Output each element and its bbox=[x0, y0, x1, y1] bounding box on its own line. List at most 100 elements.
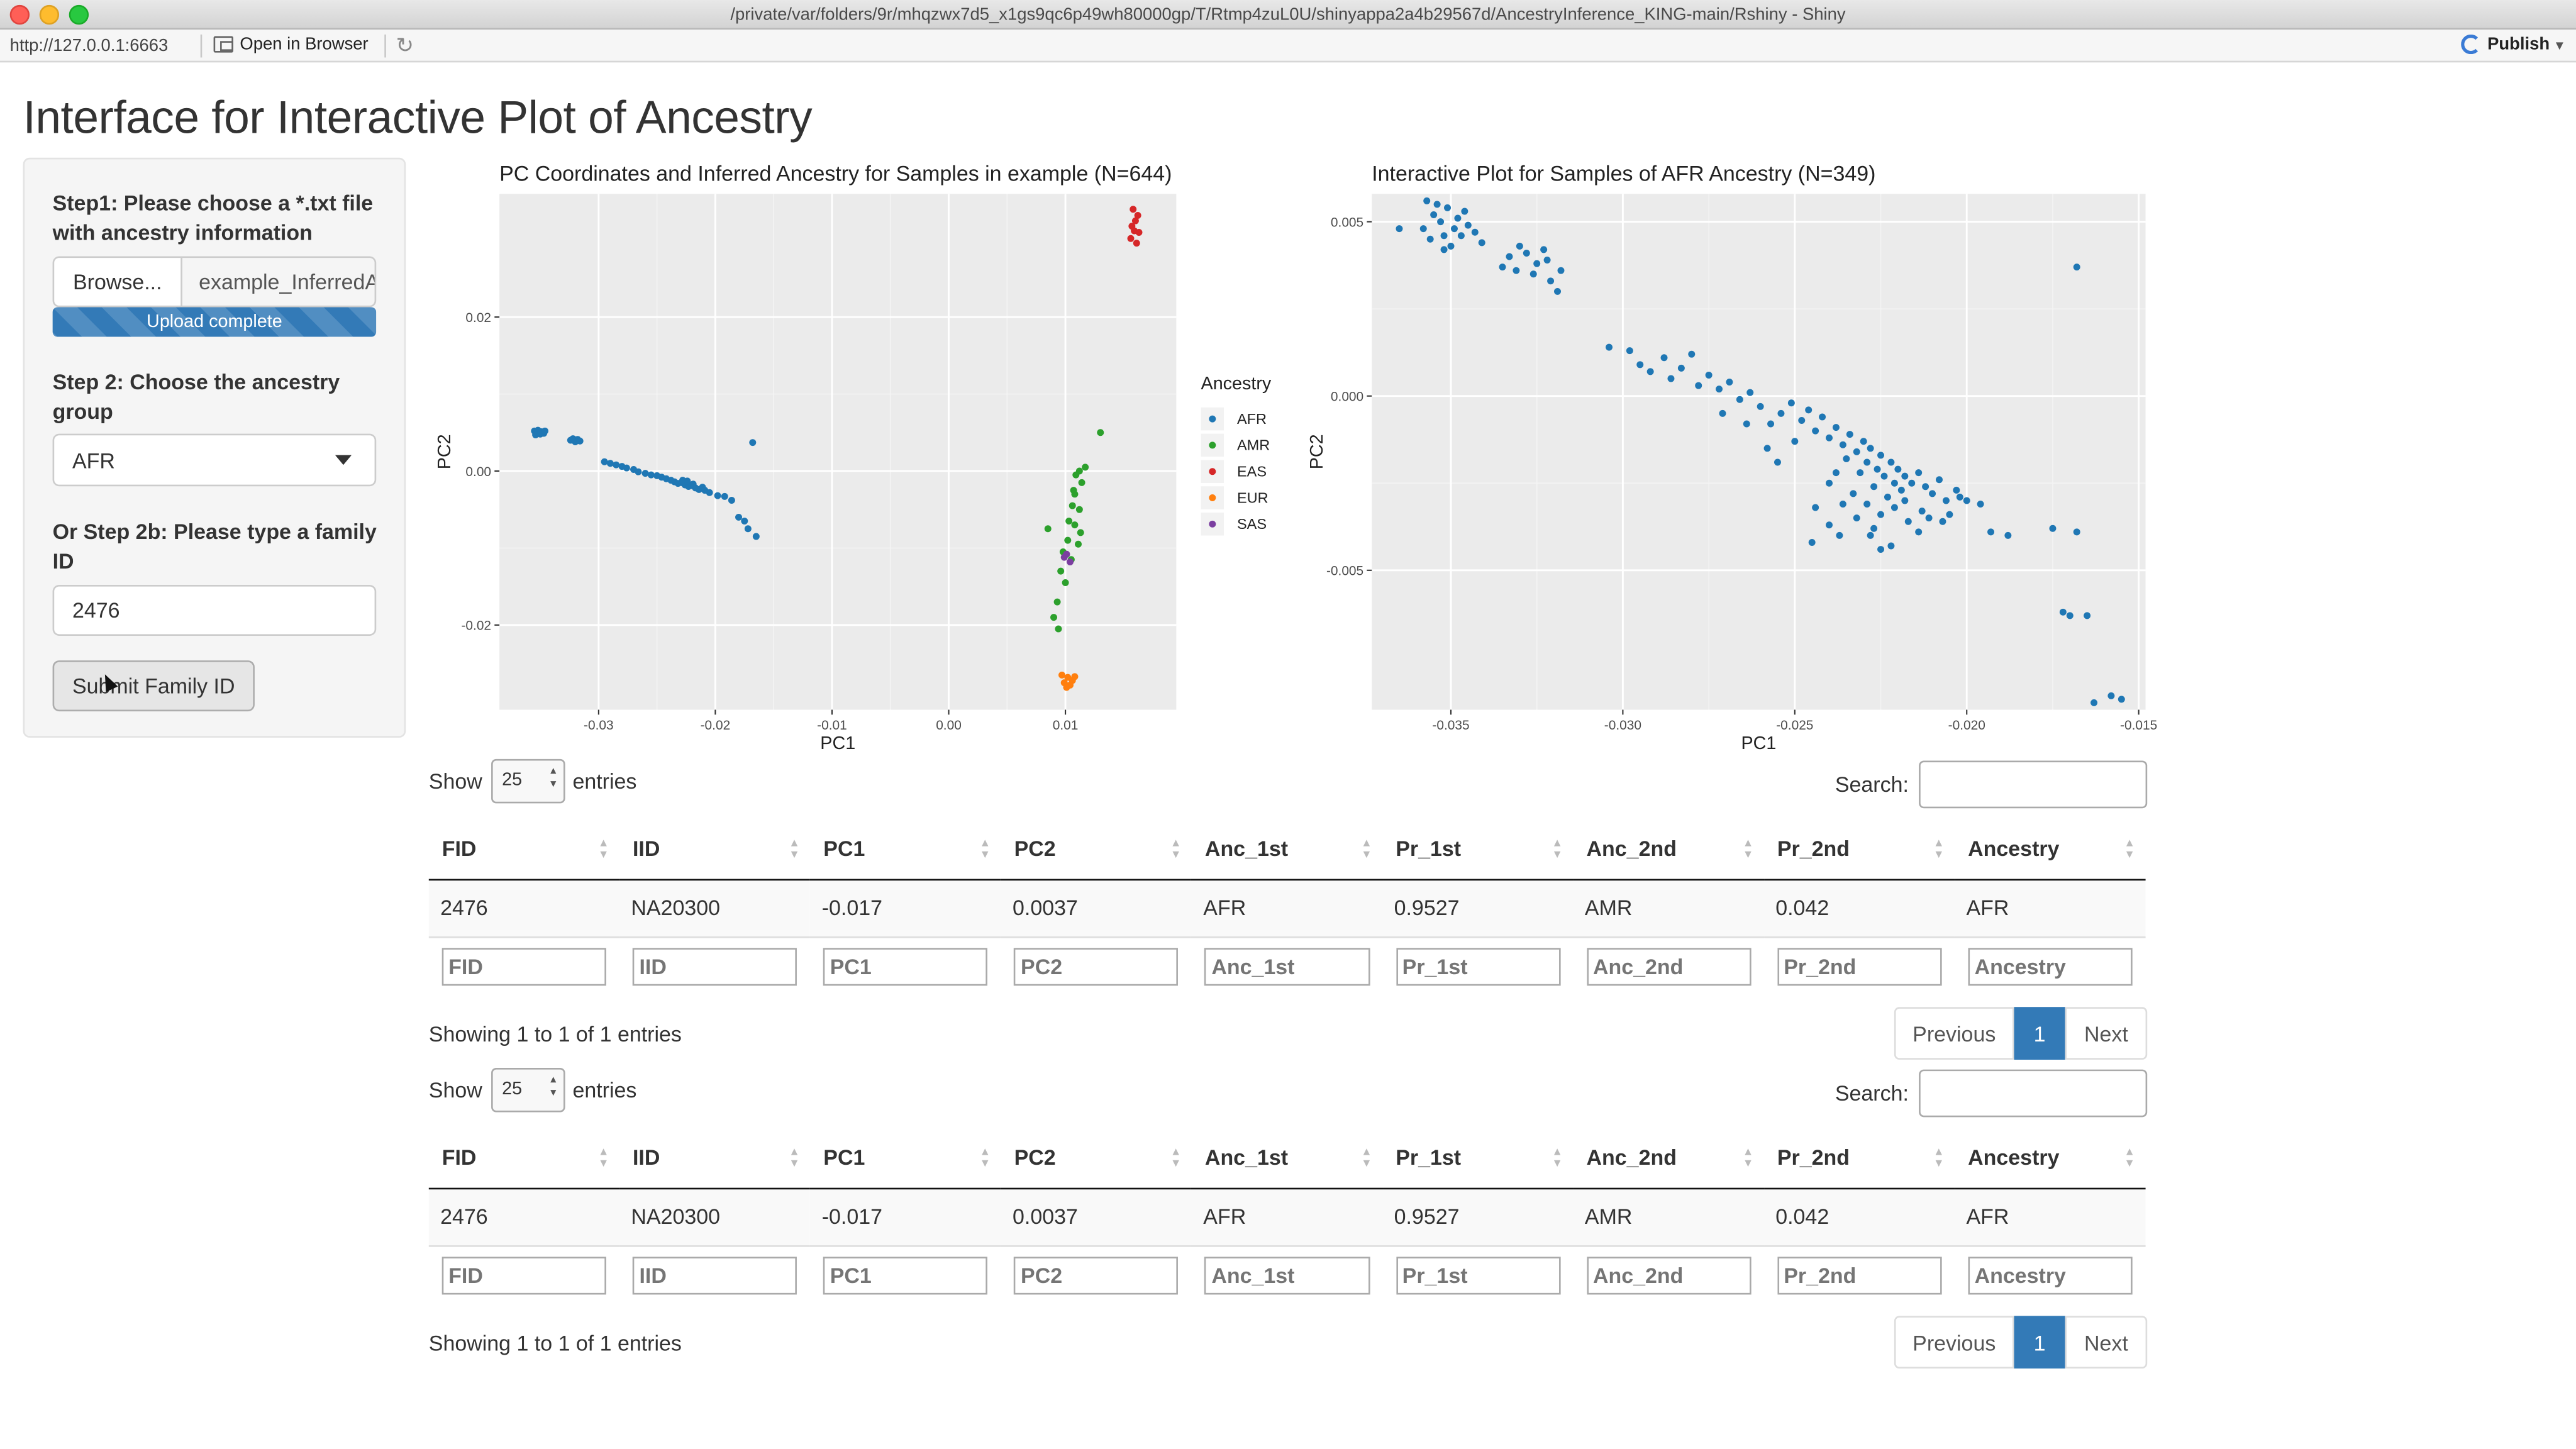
data-point-afr[interactable] bbox=[721, 492, 728, 500]
data-point-amr[interactable] bbox=[1097, 429, 1104, 436]
data-point-afr[interactable] bbox=[1767, 420, 1775, 428]
column-header-ancestry[interactable]: Ancestry bbox=[1955, 819, 2146, 880]
column-filter-input[interactable] bbox=[1777, 948, 1942, 987]
data-point-afr[interactable] bbox=[1808, 538, 1816, 546]
data-point-afr[interactable] bbox=[1884, 493, 1891, 501]
data-point-sas[interactable] bbox=[1063, 550, 1070, 558]
data-point-amr[interactable] bbox=[1065, 518, 1073, 525]
data-point-afr[interactable] bbox=[1877, 511, 1885, 518]
data-point-afr[interactable] bbox=[1457, 232, 1465, 240]
data-point-afr[interactable] bbox=[2059, 608, 2067, 616]
data-point-amr[interactable] bbox=[1070, 487, 1077, 494]
column-filter-input[interactable] bbox=[1014, 948, 1179, 987]
data-point-afr[interactable] bbox=[2049, 525, 2057, 532]
data-point-afr[interactable] bbox=[1516, 242, 1523, 250]
data-point-afr[interactable] bbox=[1523, 249, 1530, 257]
column-header-ancestry[interactable]: Ancestry bbox=[1955, 1128, 2146, 1189]
data-point-afr[interactable] bbox=[1805, 406, 1813, 414]
data-point-afr[interactable] bbox=[1897, 486, 1905, 494]
data-point-afr[interactable] bbox=[1863, 501, 1871, 508]
table-row[interactable]: 2476 NA20300 -0.017 0.0037 AFR 0.9527 AMR 0.042… bbox=[428, 1187, 2146, 1246]
data-point-eas[interactable] bbox=[1133, 240, 1140, 247]
column-header-pr_1st[interactable]: Pr_1st bbox=[1382, 1128, 1574, 1189]
data-point-amr[interactable] bbox=[1062, 579, 1069, 586]
data-point-afr[interactable] bbox=[1557, 267, 1565, 274]
data-point-amr[interactable] bbox=[1057, 567, 1065, 575]
data-point-afr[interactable] bbox=[606, 460, 614, 467]
data-point-afr[interactable] bbox=[1977, 501, 1984, 508]
data-point-afr[interactable] bbox=[1787, 399, 1795, 407]
column-filter-input[interactable] bbox=[1014, 1257, 1179, 1296]
data-point-afr[interactable] bbox=[2073, 528, 2080, 536]
data-point-amr[interactable] bbox=[1075, 540, 1082, 548]
data-point-afr[interactable] bbox=[1894, 465, 1902, 473]
data-point-afr[interactable] bbox=[1922, 483, 1929, 491]
browse-button[interactable]: Browse... bbox=[52, 256, 182, 308]
next-page-button[interactable]: Next bbox=[2065, 1316, 2148, 1369]
column-filter-input[interactable] bbox=[1204, 1257, 1370, 1296]
data-point-afr[interactable] bbox=[1819, 413, 1826, 421]
column-filter-input[interactable] bbox=[1968, 1257, 2133, 1296]
data-point-afr[interactable] bbox=[1736, 396, 1743, 403]
data-point-afr[interactable] bbox=[1987, 528, 1995, 536]
data-point-afr[interactable] bbox=[1774, 458, 1781, 466]
data-point-afr[interactable] bbox=[1688, 350, 1696, 358]
data-point-afr[interactable] bbox=[635, 468, 642, 475]
column-header-pr_2nd[interactable]: Pr_2nd bbox=[1763, 819, 1955, 880]
data-point-afr[interactable] bbox=[613, 461, 620, 469]
data-point-afr[interactable] bbox=[1915, 469, 1923, 477]
data-point-afr[interactable] bbox=[1877, 546, 1885, 553]
data-point-afr[interactable] bbox=[2118, 696, 2125, 703]
data-point-afr[interactable] bbox=[735, 513, 743, 521]
previous-page-button[interactable]: Previous bbox=[1894, 1007, 2014, 1060]
data-point-afr[interactable] bbox=[1423, 197, 1431, 204]
column-header-anc_1st[interactable]: Anc_1st bbox=[1192, 1128, 1383, 1189]
data-point-afr[interactable] bbox=[2066, 612, 2074, 619]
data-point-afr[interactable] bbox=[2090, 699, 2098, 706]
data-point-afr[interactable] bbox=[689, 480, 697, 488]
data-point-afr[interactable] bbox=[1450, 225, 1458, 233]
column-filter-input[interactable] bbox=[441, 948, 607, 987]
next-page-button[interactable]: Next bbox=[2065, 1007, 2148, 1060]
data-point-eas[interactable] bbox=[1131, 217, 1139, 225]
data-point-afr[interactable] bbox=[752, 533, 760, 540]
data-point-amr[interactable] bbox=[1053, 598, 1061, 606]
data-point-afr[interactable] bbox=[1499, 264, 1506, 271]
data-point-afr[interactable] bbox=[1890, 479, 1898, 487]
data-point-eur[interactable] bbox=[1071, 673, 1079, 680]
data-point-afr[interactable] bbox=[1887, 542, 1895, 550]
column-header-anc_2nd[interactable]: Anc_2nd bbox=[1573, 1128, 1764, 1189]
data-point-afr[interactable] bbox=[1839, 501, 1846, 508]
data-point-afr[interactable] bbox=[1447, 242, 1455, 250]
data-point-afr[interactable] bbox=[1461, 208, 1468, 215]
data-point-afr[interactable] bbox=[1853, 448, 1860, 455]
close-window-button[interactable] bbox=[9, 4, 30, 25]
data-point-amr[interactable] bbox=[1055, 625, 1062, 633]
column-filter-input[interactable] bbox=[823, 948, 988, 987]
data-point-afr[interactable] bbox=[1880, 472, 1888, 480]
data-point-afr[interactable] bbox=[623, 464, 630, 472]
column-header-fid[interactable]: FID bbox=[428, 1128, 620, 1189]
data-point-afr[interactable] bbox=[2107, 692, 2115, 699]
data-point-afr[interactable] bbox=[1877, 452, 1885, 459]
data-point-afr[interactable] bbox=[1867, 531, 1874, 539]
column-header-pc1[interactable]: PC1 bbox=[810, 819, 1001, 880]
data-point-afr[interactable] bbox=[641, 470, 649, 477]
search-input[interactable] bbox=[1918, 760, 2147, 809]
data-point-afr[interactable] bbox=[1530, 270, 1537, 278]
data-point-afr[interactable] bbox=[1887, 458, 1895, 466]
data-point-afr[interactable] bbox=[1705, 371, 1713, 379]
data-point-amr[interactable] bbox=[1064, 536, 1072, 544]
data-point-afr[interactable] bbox=[684, 477, 691, 485]
data-point-afr[interactable] bbox=[1925, 514, 1933, 522]
page-1-button[interactable]: 1 bbox=[2014, 1007, 2065, 1060]
minimize-window-button[interactable] bbox=[39, 4, 60, 25]
data-point-afr[interactable] bbox=[1901, 472, 1909, 480]
data-point-afr[interactable] bbox=[714, 492, 721, 499]
data-point-afr[interactable] bbox=[1660, 354, 1668, 362]
data-point-afr[interactable] bbox=[749, 439, 757, 447]
data-point-afr[interactable] bbox=[1826, 434, 1833, 441]
data-point-sas[interactable] bbox=[1067, 558, 1074, 565]
data-point-amr[interactable] bbox=[1082, 464, 1089, 471]
data-point-afr[interactable] bbox=[1791, 438, 1799, 445]
